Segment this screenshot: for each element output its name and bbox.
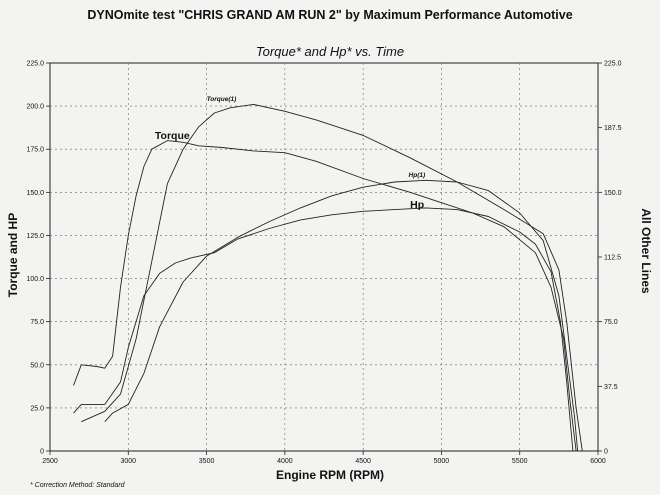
x-tick-label: 2500	[42, 458, 58, 465]
series-line-hp	[73, 207, 574, 452]
chart-subtitle: Torque* and Hp* vs. Time	[255, 44, 405, 59]
series-line-hp-1	[104, 179, 579, 452]
series-label: Hp	[410, 199, 424, 211]
y-tick-label: 75.0	[30, 319, 44, 326]
correction-footnote: * Correction Method: Standard	[30, 482, 125, 489]
y-right-tick-label: 0	[604, 449, 608, 456]
y-axis-label-right: All Other Lines	[639, 208, 653, 294]
y-tick-label: 150.0	[26, 190, 44, 197]
y-tick-label: 0	[40, 449, 44, 456]
y-right-tick-label: 112.5	[604, 255, 621, 262]
x-tick-label: 3500	[199, 458, 215, 465]
x-axis-label: Engine RPM (RPM)	[276, 468, 384, 482]
series-label: Torque(1)	[207, 96, 237, 103]
x-tick-label: 3000	[120, 458, 136, 465]
y-tick-label: 25.0	[30, 405, 44, 412]
x-tick-label: 6000	[590, 458, 606, 465]
y-axis-label-left: Torque and HP	[6, 212, 20, 298]
y-tick-label: 175.0	[26, 147, 44, 154]
y-tick-label: 125.0	[26, 233, 44, 240]
x-tick-label: 4500	[355, 458, 371, 465]
y-right-tick-label: 37.5	[604, 384, 618, 391]
x-tick-label: 5000	[434, 458, 450, 465]
y-right-tick-label: 75.0	[604, 319, 618, 326]
series-label: Torque	[155, 130, 190, 142]
series-line-torque	[73, 140, 577, 452]
y-tick-label: 225.0	[26, 61, 44, 68]
series-line-torque-1	[81, 103, 583, 452]
y-right-tick-label: 225.0	[604, 61, 622, 68]
y-tick-label: 200.0	[26, 104, 44, 111]
series-label: Hp(1)	[409, 172, 426, 179]
y-tick-label: 50.0	[30, 362, 44, 369]
plot-frame	[49, 62, 599, 452]
x-tick-label: 4000	[277, 458, 293, 465]
y-right-tick-label: 150.0	[604, 190, 622, 197]
chart-title: DYNOmite test "CHRIS GRAND AM RUN 2" by …	[87, 8, 573, 22]
y-right-tick-label: 187.5	[604, 125, 622, 132]
x-tick-label: 5500	[512, 458, 528, 465]
y-tick-label: 100.0	[26, 276, 44, 283]
